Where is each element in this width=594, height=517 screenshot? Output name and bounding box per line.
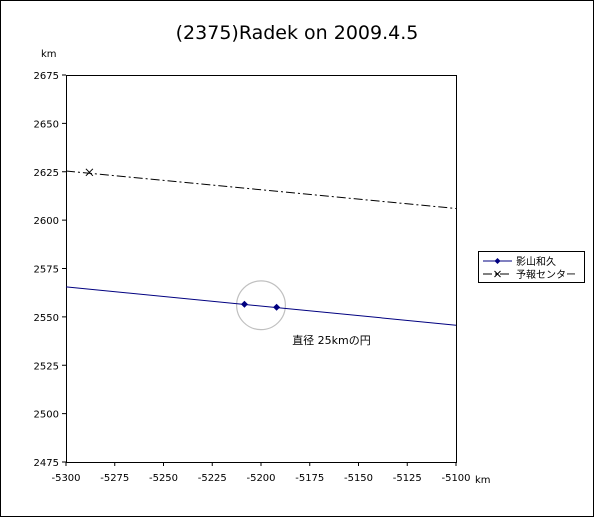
y-tick-label: 2475 — [34, 458, 59, 469]
plot-area — [66, 75, 457, 463]
x-tick-label: -5250 — [149, 473, 178, 484]
y-tick-label: 2625 — [34, 168, 59, 179]
x-tick-label: -5150 — [344, 473, 373, 484]
x-tick-label: -5275 — [100, 473, 129, 484]
x-tick-label: -5200 — [246, 473, 275, 484]
y-axis-unit: km — [41, 49, 57, 60]
legend-diamond-marker — [494, 258, 501, 264]
chart-title: (2375)Radek on 2009.4.5 — [176, 22, 419, 44]
legend-x-marker — [494, 270, 501, 278]
series-line-0 — [65, 286, 457, 326]
legend-border — [478, 251, 585, 283]
diamond-marker — [273, 303, 281, 311]
y-tick-label: 2600 — [34, 216, 59, 227]
diamond-marker — [240, 300, 248, 308]
x-tick-label: -5125 — [393, 473, 422, 484]
x-tick-label: -5300 — [51, 473, 80, 484]
y-tick-label: 2675 — [34, 71, 59, 82]
size-circle — [236, 280, 286, 331]
legend-label-1: 予報センター — [516, 269, 576, 281]
legend-label-0: 影山和久 — [516, 256, 556, 268]
y-tick-label: 2550 — [34, 313, 59, 324]
annotation-label: 直径 25kmの円 — [292, 333, 371, 347]
y-tick-label: 2650 — [34, 119, 59, 130]
plot-content: 直径 25kmの円 — [65, 168, 457, 347]
y-tick-label: 2575 — [34, 265, 59, 276]
series-line-1 — [65, 170, 457, 210]
y-tick-label: 2525 — [34, 361, 59, 372]
y-tick-label: 2500 — [34, 410, 59, 421]
x-tick-label: -5175 — [295, 473, 324, 484]
x-tick-label: -5225 — [198, 473, 227, 484]
x-marker-stroke — [85, 168, 94, 177]
x-marker — [85, 168, 94, 177]
x-tick-label: -5100 — [441, 473, 470, 484]
x-axis-unit: km — [475, 475, 491, 486]
